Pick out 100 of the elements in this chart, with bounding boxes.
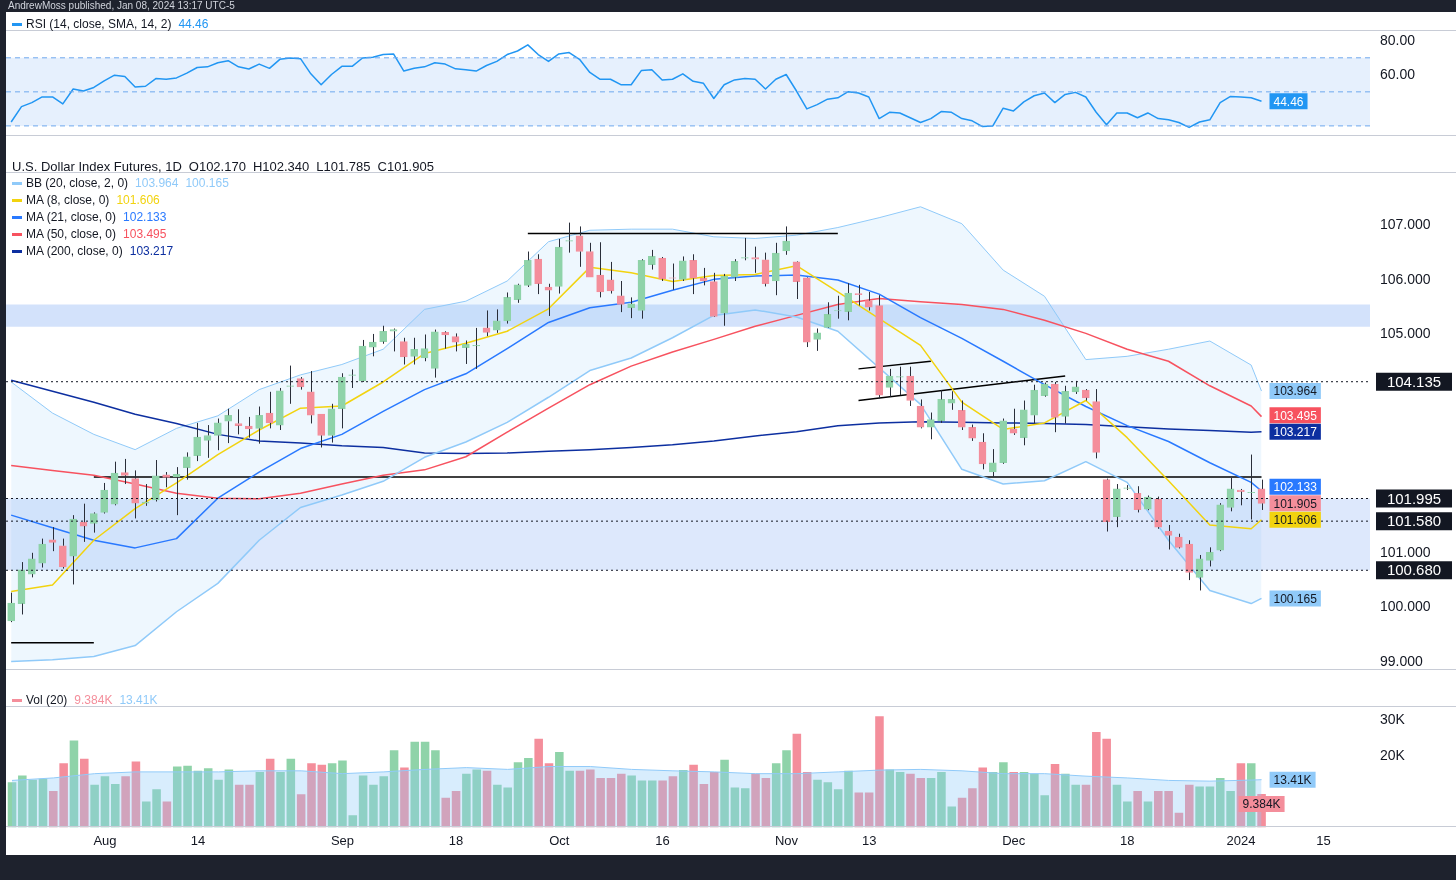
bar bbox=[575, 770, 585, 828]
bar bbox=[617, 773, 626, 828]
bar bbox=[689, 764, 698, 828]
bar bbox=[524, 758, 533, 828]
bar bbox=[648, 780, 657, 828]
candlestick bbox=[844, 282, 852, 321]
legend-label: MA (21, close, 0) bbox=[26, 210, 117, 224]
candlestick bbox=[327, 403, 336, 444]
candlestick bbox=[937, 389, 945, 424]
y-tick-label: 60.00 bbox=[1380, 65, 1416, 82]
candlestick bbox=[927, 412, 935, 440]
text: 103.217 bbox=[129, 244, 174, 258]
bar bbox=[121, 776, 130, 828]
bar bbox=[534, 738, 543, 828]
ref-line-label: 100.680 bbox=[1386, 561, 1442, 579]
bar bbox=[255, 771, 265, 828]
bar bbox=[627, 775, 636, 828]
text: 102.133 bbox=[123, 210, 167, 224]
candlestick bbox=[141, 483, 150, 507]
candlestick bbox=[1195, 554, 1204, 591]
y-tick-label: 20K bbox=[1380, 747, 1406, 764]
candlestick bbox=[193, 422, 201, 462]
data-label: 44.46 bbox=[1273, 94, 1304, 109]
annotation: O102.170 bbox=[188, 159, 246, 174]
data-label: 103.495 bbox=[1273, 408, 1318, 423]
bar bbox=[245, 784, 254, 828]
x-tick-label: 2024 bbox=[1226, 832, 1256, 848]
bar bbox=[276, 771, 285, 828]
candlestick bbox=[823, 301, 832, 328]
annotation: H102.340 bbox=[252, 159, 310, 174]
bar bbox=[1009, 771, 1018, 828]
bar bbox=[782, 750, 791, 828]
candlestick bbox=[224, 408, 232, 444]
candlestick bbox=[431, 329, 439, 379]
y-tick-label: 107.000 bbox=[1380, 216, 1431, 233]
bar bbox=[400, 767, 409, 828]
y-tick-label: 101.000 bbox=[1380, 543, 1431, 560]
candlestick bbox=[534, 253, 542, 295]
candlestick bbox=[1061, 385, 1069, 424]
candlestick bbox=[1185, 539, 1193, 581]
bar bbox=[678, 770, 688, 828]
candlestick bbox=[1051, 381, 1059, 433]
bar bbox=[327, 763, 337, 828]
candlestick bbox=[131, 469, 139, 519]
candlestick bbox=[7, 592, 15, 622]
bar bbox=[1112, 784, 1122, 828]
x-tick-label: 15 bbox=[1316, 832, 1331, 848]
bar bbox=[1133, 791, 1142, 828]
y-tick-label: 105.000 bbox=[1380, 325, 1431, 342]
ref-line-label: 104.135 bbox=[1386, 372, 1442, 390]
text: 103.495 bbox=[123, 227, 167, 241]
candlestick bbox=[203, 424, 212, 459]
y-tick-label: 80.00 bbox=[1380, 31, 1416, 48]
candlestick bbox=[689, 253, 697, 295]
candlestick bbox=[906, 366, 914, 407]
bar bbox=[111, 783, 120, 828]
ref-line-label: 101.580 bbox=[1386, 512, 1442, 530]
candlestick bbox=[389, 329, 398, 352]
bar bbox=[771, 763, 781, 828]
bar bbox=[1081, 784, 1091, 828]
candlestick bbox=[1113, 483, 1121, 528]
annotation: L101.785 bbox=[316, 159, 371, 174]
data-label: 9.384K bbox=[1242, 797, 1281, 812]
bar bbox=[875, 716, 884, 828]
candlestick bbox=[513, 284, 522, 304]
bar bbox=[740, 788, 750, 828]
bar bbox=[658, 780, 667, 828]
candlestick bbox=[803, 277, 811, 348]
candlestick bbox=[38, 538, 46, 569]
x-tick-label: 18 bbox=[448, 832, 464, 848]
candlestick bbox=[524, 251, 532, 288]
candlestick bbox=[152, 459, 160, 502]
candlestick bbox=[307, 370, 315, 424]
candlestick bbox=[1092, 388, 1100, 459]
candlestick bbox=[947, 390, 956, 411]
bar bbox=[926, 777, 936, 828]
candlestick bbox=[214, 418, 222, 451]
candlestick bbox=[100, 482, 108, 513]
data-label: 13.41K bbox=[1273, 772, 1312, 787]
legend-label: BB (20, close, 2, 0) bbox=[26, 176, 129, 190]
bar bbox=[1050, 764, 1060, 828]
candlestick bbox=[586, 242, 594, 278]
candlestick bbox=[999, 418, 1007, 464]
candlestick bbox=[317, 413, 325, 448]
candlestick bbox=[338, 372, 346, 429]
bar bbox=[69, 740, 79, 828]
bar bbox=[100, 776, 110, 828]
candlestick bbox=[162, 471, 170, 488]
bar bbox=[358, 775, 368, 828]
x-tick-label: Nov bbox=[774, 832, 799, 848]
text: 100.165 bbox=[185, 176, 229, 190]
candlestick bbox=[28, 552, 36, 578]
bar bbox=[286, 758, 296, 828]
candlestick bbox=[617, 280, 625, 313]
bar bbox=[813, 779, 822, 828]
bar bbox=[895, 771, 905, 828]
bar bbox=[214, 779, 223, 828]
candlestick bbox=[772, 242, 780, 296]
chart-subtitle: AndrewMoss published, Jan 08, 2024 13:17 UTC-5 bbox=[6, 0, 1456, 12]
candlestick bbox=[875, 294, 883, 399]
